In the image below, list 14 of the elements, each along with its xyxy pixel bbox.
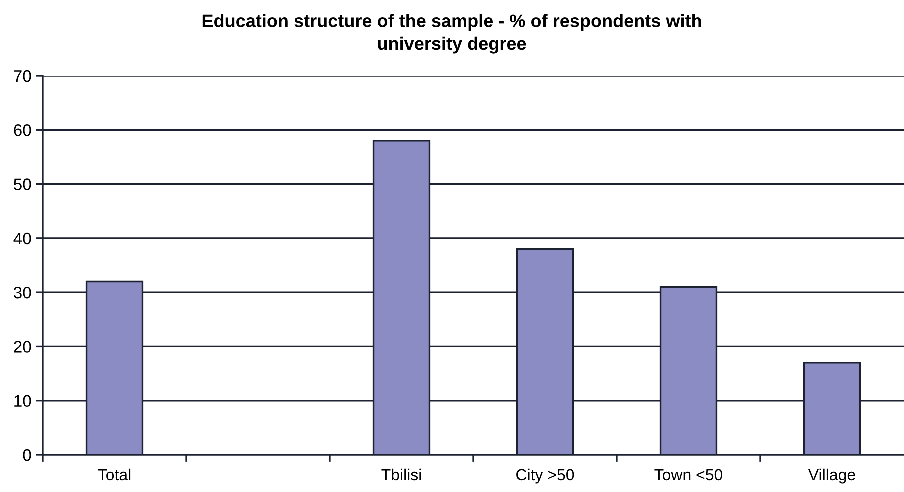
y-tick-label: 50	[14, 178, 32, 190]
y-tick-label: 30	[14, 286, 32, 299]
x-tick-label: Village	[808, 468, 856, 484]
y-tick-label: 10	[14, 395, 32, 408]
chart-title: Education structure of the sample - % of respondents with university degree	[202, 14, 702, 54]
x-tick-label: Tbilisi	[382, 468, 422, 481]
y-tick-label: 0	[23, 449, 32, 462]
y-tick-label: 70	[14, 70, 32, 82]
y-tick-label: 40	[14, 232, 32, 245]
x-tick-label: Total	[98, 468, 131, 481]
y-tick-label: 20	[14, 341, 32, 353]
y-tick-label: 60	[14, 124, 32, 136]
x-tick-label: Town <50	[654, 469, 723, 481]
x-tick-label: City >50	[516, 468, 574, 484]
